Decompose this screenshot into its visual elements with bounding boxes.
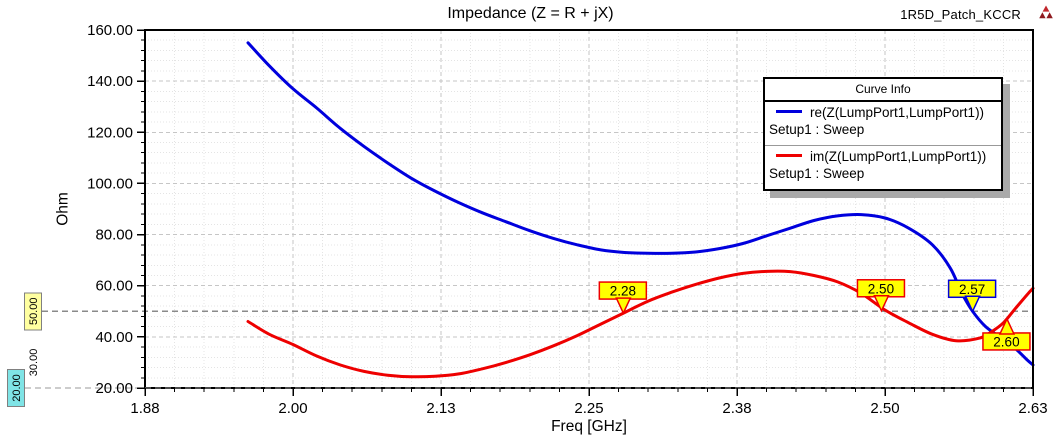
ansoft-red-triangle-logo-icon (1039, 5, 1053, 19)
x-tick-label: 2.00 (278, 400, 307, 417)
x-tick-label: 2.63 (1018, 400, 1047, 417)
marker-pointer-2.50[interactable] (873, 295, 890, 313)
im-impedance-curve[interactable] (246, 269, 1035, 379)
y-marker-box-20.00[interactable] (7, 369, 25, 407)
re-curve-label: re(Z(LumpPort1,LumpPort1)) (810, 105, 985, 120)
legend-entry-im[interactable]: im(Z(LumpPort1,LumpPort1)) Setup1 : Swee… (765, 145, 1001, 189)
x-tick-label: 2.50 (870, 400, 899, 417)
legend-curve-info[interactable]: Curve Info re(Z(LumpPort1,LumpPort1)) Se… (763, 77, 1003, 191)
y-marker-label-30.00: 30.00 (28, 349, 40, 377)
y-tick-label: 140.00 (87, 73, 133, 90)
y-tick-label: 60.00 (95, 278, 133, 295)
marker-pointer-2.28[interactable] (615, 297, 632, 315)
marker-pointer-2.60[interactable] (998, 317, 1016, 335)
y-tick-label: 40.00 (95, 329, 133, 346)
re-curve-setup: Setup1 : Sweep (769, 122, 865, 137)
x-tick-label: 2.25 (574, 400, 603, 417)
x-tick-label: 2.38 (722, 400, 751, 417)
legend-entry-re[interactable]: re(Z(LumpPort1,LumpPort1)) Setup1 : Swee… (765, 102, 1001, 145)
marker-flag-label-2.50: 2.50 (868, 281, 894, 296)
im-curve-label: im(Z(LumpPort1,LumpPort1)) (810, 149, 987, 164)
y-marker-label-20.00: 20.00 (11, 374, 23, 402)
im-curve-swatch (776, 154, 802, 158)
marker-pointer-2.57[interactable] (964, 295, 981, 314)
marker-flag-label-2.57: 2.57 (959, 282, 985, 297)
y-tick-label: 80.00 (95, 227, 133, 244)
y-marker-label-50.00: 50.00 (28, 298, 40, 326)
marker-flag-label-2.60: 2.60 (993, 334, 1019, 349)
y-tick-label: 20.00 (95, 380, 133, 397)
y-tick-label: 120.00 (87, 124, 133, 141)
re-curve-swatch (776, 110, 802, 114)
im-curve-setup: Setup1 : Sweep (769, 166, 865, 181)
project-name-label: 1R5D_Patch_KCCR (900, 7, 1021, 22)
legend-title: Curve Info (765, 79, 1001, 102)
y-axis-title: Ohm (54, 192, 71, 226)
y-tick-label: 160.00 (87, 22, 133, 39)
x-tick-label: 2.13 (426, 400, 455, 417)
page-title: Impedance (Z = R + jX) (447, 5, 614, 22)
y-marker-box-50.00[interactable] (24, 292, 42, 331)
y-tick-label: 100.00 (87, 175, 133, 192)
marker-flag-label-2.28: 2.28 (610, 284, 636, 299)
x-axis-title: Freq [GHz] (551, 418, 627, 435)
x-tick-label: 1.88 (130, 400, 159, 417)
